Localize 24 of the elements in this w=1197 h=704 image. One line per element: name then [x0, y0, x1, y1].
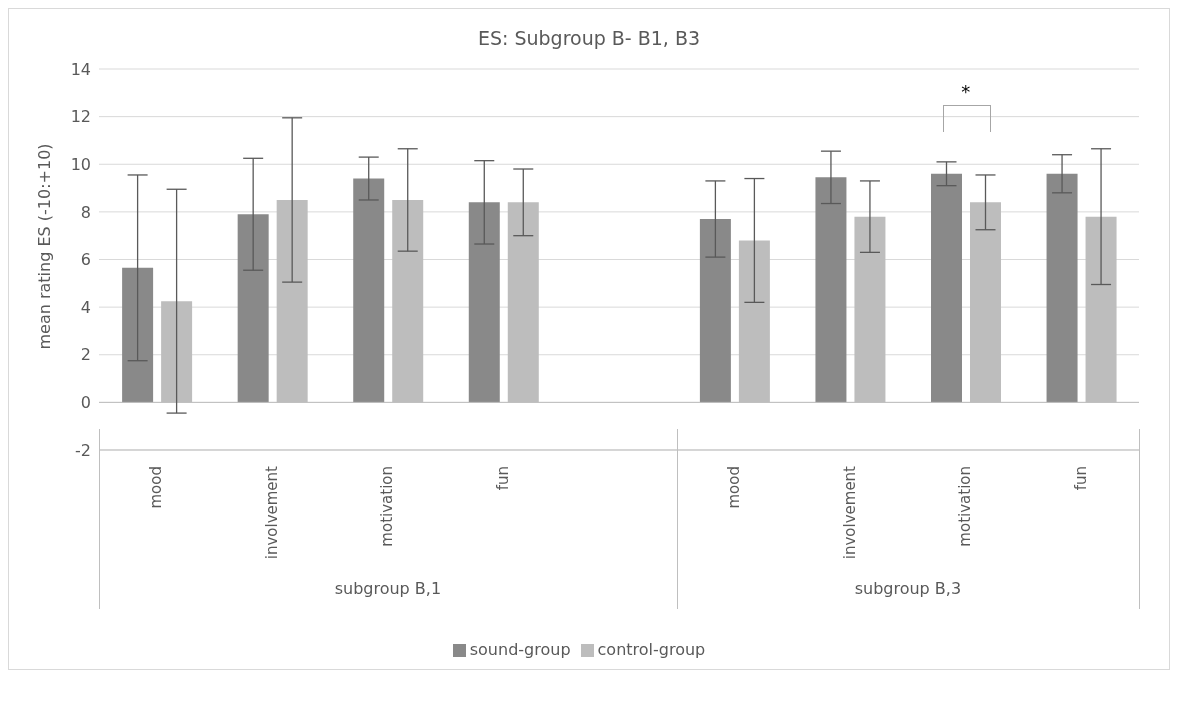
y-tick-label: 14	[70, 59, 91, 79]
x-tick-label: mood	[147, 466, 166, 509]
x-tick-label: motivation	[378, 466, 397, 547]
x-tick-label: involvement	[262, 465, 281, 560]
y-tick-label: 4	[80, 297, 91, 317]
annotation: *	[960, 81, 972, 102]
legend-label: sound-group	[469, 640, 571, 659]
chart-title: ES: Subgroup B- B1, B3	[476, 27, 702, 49]
y-tick-label: 10	[70, 154, 91, 174]
x-tick-label: fun	[1071, 466, 1090, 491]
y-tick-label: 6	[80, 250, 91, 270]
legend-label: control-group	[597, 640, 706, 659]
x-tick-label: motivation	[956, 466, 975, 547]
text: subgroup B,3	[853, 579, 963, 598]
y-tick-label: 0	[80, 393, 91, 413]
x-tick-label: fun	[493, 466, 512, 491]
y-tick-label: -2	[75, 440, 91, 460]
x-tick-label: mood	[725, 466, 744, 509]
x-tick-label: involvement	[840, 465, 859, 560]
y-axis-title: mean rating ES (-10:+10)	[34, 143, 54, 350]
y-tick-label: 8	[80, 202, 91, 222]
text: subgroup B,1	[333, 579, 443, 598]
y-tick-label: 2	[80, 345, 91, 365]
y-tick-label: 12	[70, 107, 91, 127]
